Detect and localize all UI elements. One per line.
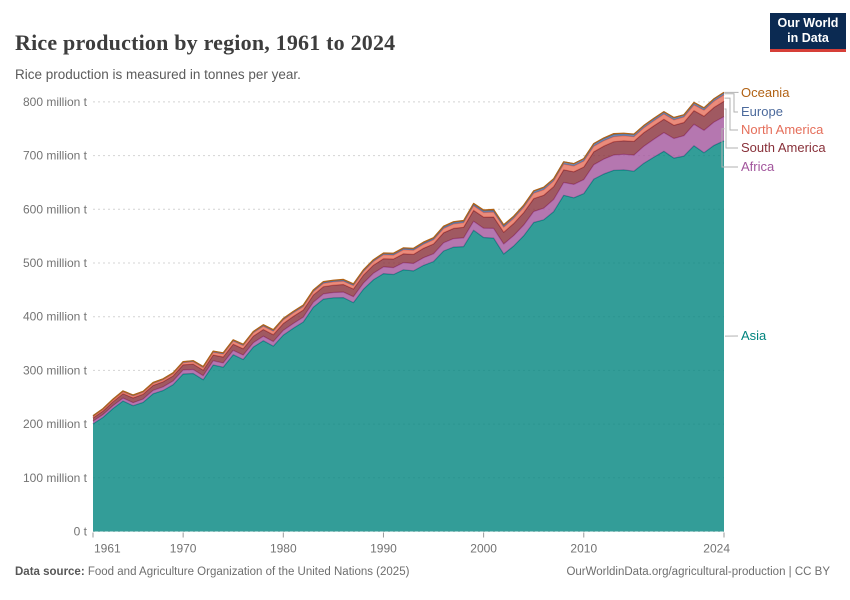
line-oceania	[92, 91, 725, 417]
y-axis-tick-label: 600 million t	[23, 202, 88, 216]
legend-item-south-america[interactable]: South America	[741, 140, 826, 155]
legend-item-north-america[interactable]: North America	[741, 122, 824, 137]
y-axis-tick-label: 800 million t	[23, 95, 88, 109]
page-title: Rice production by region, 1961 to 2024	[15, 29, 396, 55]
area-africa[interactable]	[93, 116, 724, 424]
legend-connector-europe	[724, 93, 738, 113]
x-axis-tick-label: 2000	[470, 542, 497, 556]
datasource-line: Data source: Food and Agriculture Organi…	[15, 566, 409, 578]
footer-link[interactable]: OurWorldinData.org/agricultural-producti…	[566, 566, 830, 578]
legend-connector-north-america	[724, 97, 738, 131]
y-axis-tick-label: 700 million t	[23, 149, 88, 163]
legend-connector-oceania	[724, 91, 739, 93]
datasource-text: Food and Agriculture Organization of the…	[84, 566, 410, 578]
legend-item-europe[interactable]: Europe	[741, 104, 783, 119]
legend-connector-south-america	[724, 108, 738, 149]
y-axis-tick-label: 100 million t	[23, 471, 88, 485]
y-axis-tick-label: 300 million t	[23, 363, 88, 377]
legend-item-asia[interactable]: Asia	[741, 328, 767, 343]
x-axis-tick-label: 2024	[703, 542, 730, 556]
x-axis-tick-label: 1961	[94, 542, 121, 556]
legend-item-africa[interactable]: Africa	[741, 159, 775, 174]
x-axis-tick-label: 1990	[370, 542, 397, 556]
x-axis-tick-label: 2010	[570, 542, 597, 556]
y-axis-tick-label: 500 million t	[23, 256, 88, 270]
area-south-america[interactable]	[93, 101, 724, 422]
x-axis-tick-label: 1980	[270, 542, 297, 556]
datasource-label: Data source:	[15, 566, 85, 578]
owid-logo-line2: in Data	[787, 31, 829, 45]
page-subtitle: Rice production is measured in tonnes pe…	[15, 66, 301, 82]
owid-logo-line1: Our World	[777, 16, 839, 30]
legend-item-oceania[interactable]: Oceania	[741, 85, 790, 100]
chart-footer: Data source: Food and Agriculture Organi…	[15, 566, 830, 578]
area-north-america[interactable]	[93, 94, 724, 419]
y-axis-tick-label: 400 million t	[23, 310, 88, 324]
y-axis-tick-label: 200 million t	[23, 417, 88, 431]
y-axis-tick-label: 0 t	[74, 525, 88, 539]
x-axis-tick-label: 1970	[170, 542, 197, 556]
owid-logo[interactable]: Our World in Data	[770, 13, 846, 52]
area-asia[interactable]	[93, 140, 724, 532]
legend-connector-africa	[721, 128, 738, 168]
